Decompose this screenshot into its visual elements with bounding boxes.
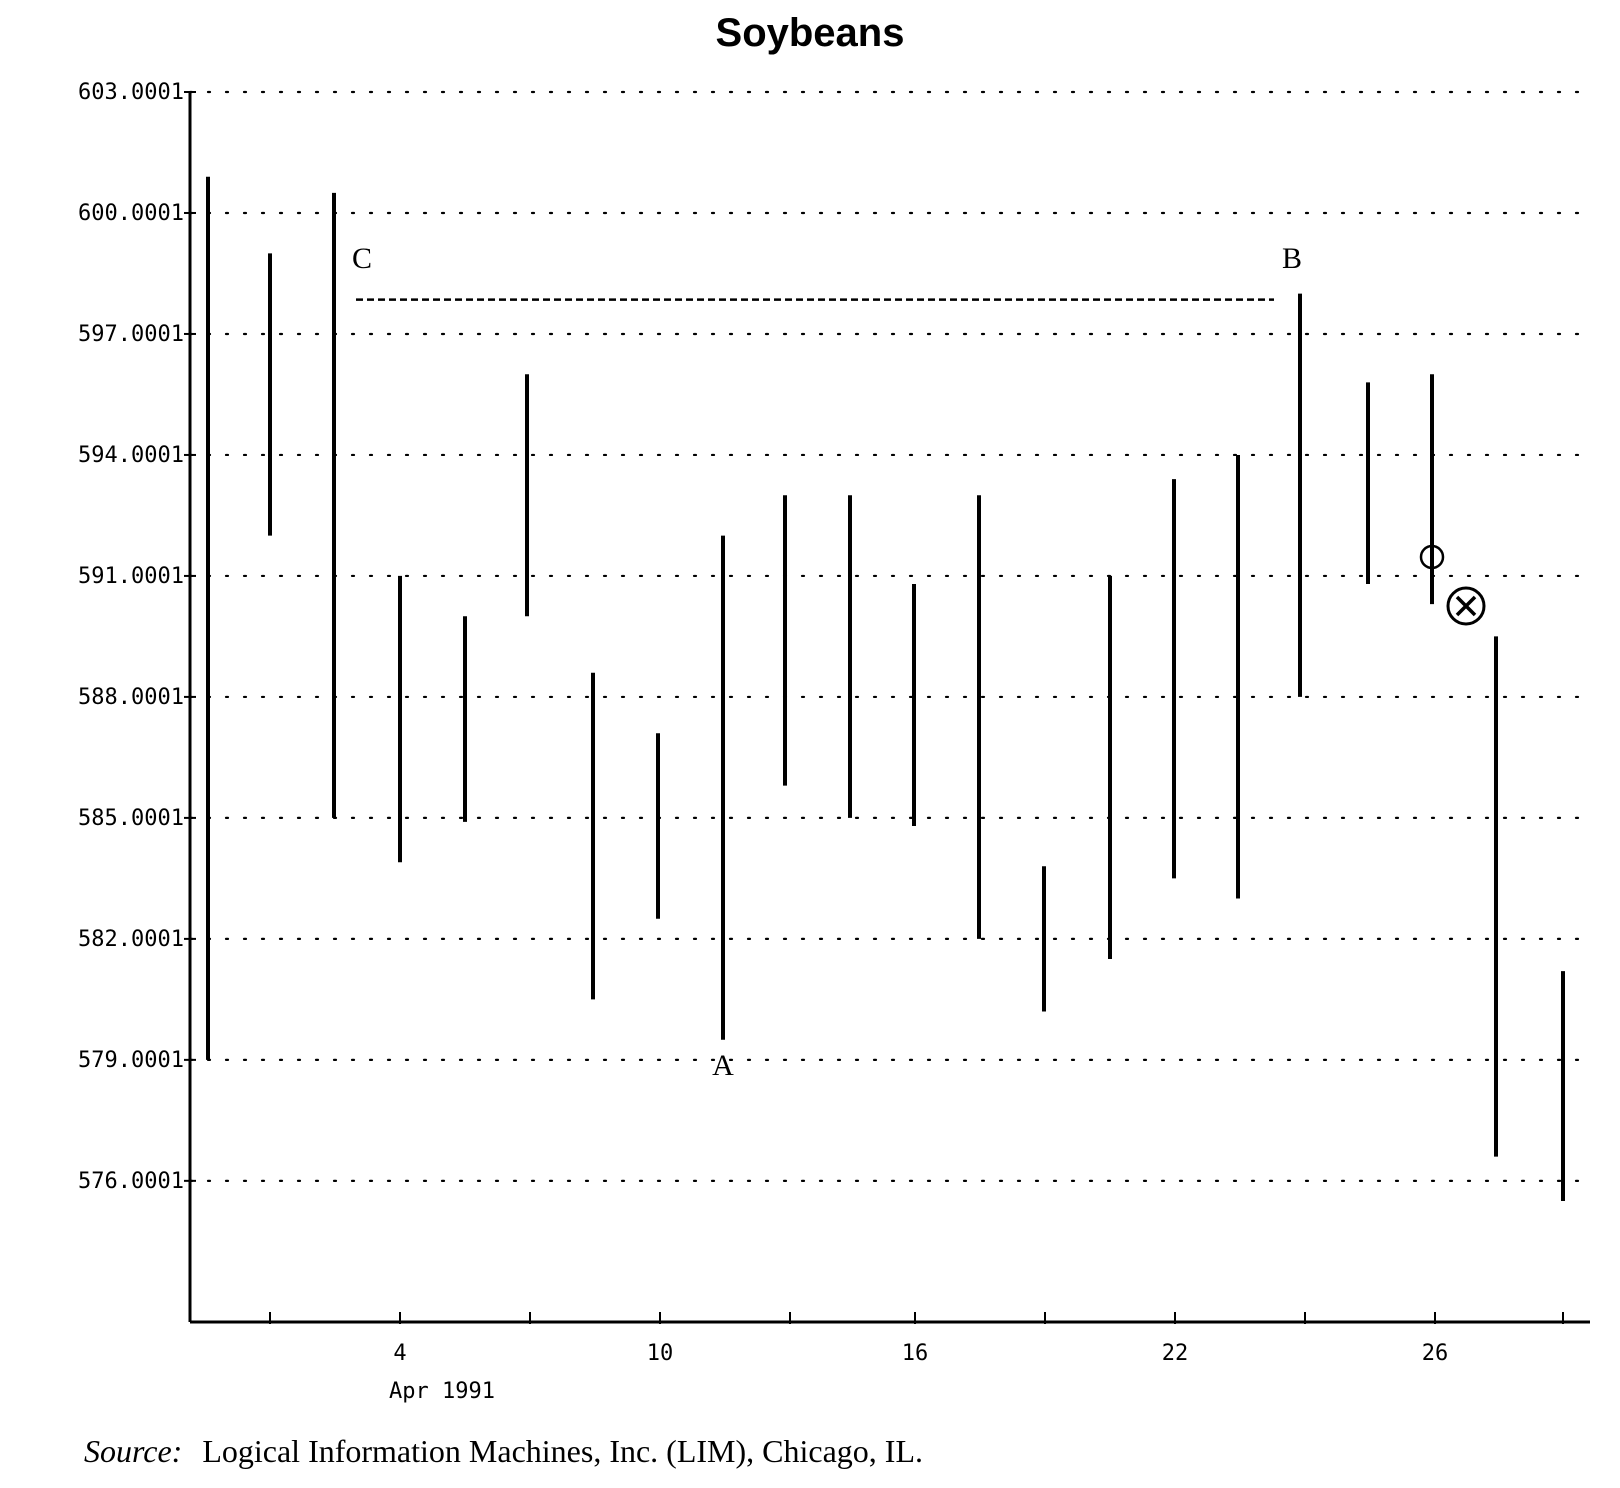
circled-x-stroke — [1455, 595, 1477, 617]
x-tick-label: 22 — [1162, 1341, 1189, 1366]
source-label: Source: — [84, 1433, 182, 1469]
x-tick-label: 26 — [1422, 1341, 1449, 1366]
grid-lines — [188, 90, 1592, 1182]
source-note: Source: Logical Information Machines, In… — [84, 1433, 923, 1469]
x-tick-label: 16 — [902, 1341, 929, 1366]
circle-marker — [1419, 544, 1445, 570]
y-tick-label: 600.0001 — [78, 201, 184, 226]
y-tick-label: 576.0001 — [78, 1169, 184, 1194]
price-bars — [206, 176, 1565, 1202]
x-axis-label: Apr 1991 — [389, 1379, 495, 1404]
annotation-c: C — [352, 242, 372, 275]
annotation-b: B — [1282, 242, 1302, 275]
y-tick-label: 597.0001 — [78, 322, 184, 347]
y-tick-label: 582.0001 — [78, 927, 184, 952]
y-tick-label: 579.0001 — [78, 1048, 184, 1073]
y-tick-label: 588.0001 — [78, 685, 184, 710]
y-tick-label: 603.0001 — [78, 80, 184, 105]
annotation-a: A — [712, 1049, 734, 1082]
annotations: C B A — [352, 242, 1486, 1082]
y-tick-label: 594.0001 — [78, 443, 184, 468]
y-axis-ticks: 603.0001 600.0001 597.0001 594.0001 591.0001… — [78, 80, 196, 1194]
y-tick-label: 585.0001 — [78, 806, 184, 831]
circled-x-marker — [1446, 586, 1486, 626]
x-axis-ticks: 4 10 16 22 26 — [269, 1312, 1564, 1366]
y-tick-label: 591.0001 — [78, 564, 184, 589]
x-tick-label: 4 — [393, 1341, 406, 1366]
chart-title: Soybeans — [716, 11, 905, 55]
source-text: Logical Information Machines, Inc. (LIM)… — [202, 1433, 923, 1469]
x-tick-label: 10 — [647, 1341, 674, 1366]
